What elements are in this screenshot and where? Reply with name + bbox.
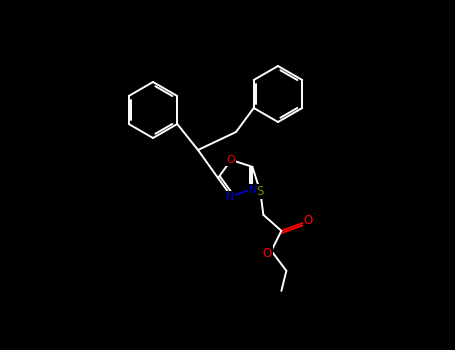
Text: O: O [263, 247, 272, 260]
Text: N: N [226, 192, 234, 202]
Text: O: O [227, 155, 236, 165]
Text: N: N [249, 185, 258, 195]
Text: S: S [257, 186, 264, 198]
Text: O: O [304, 214, 313, 228]
